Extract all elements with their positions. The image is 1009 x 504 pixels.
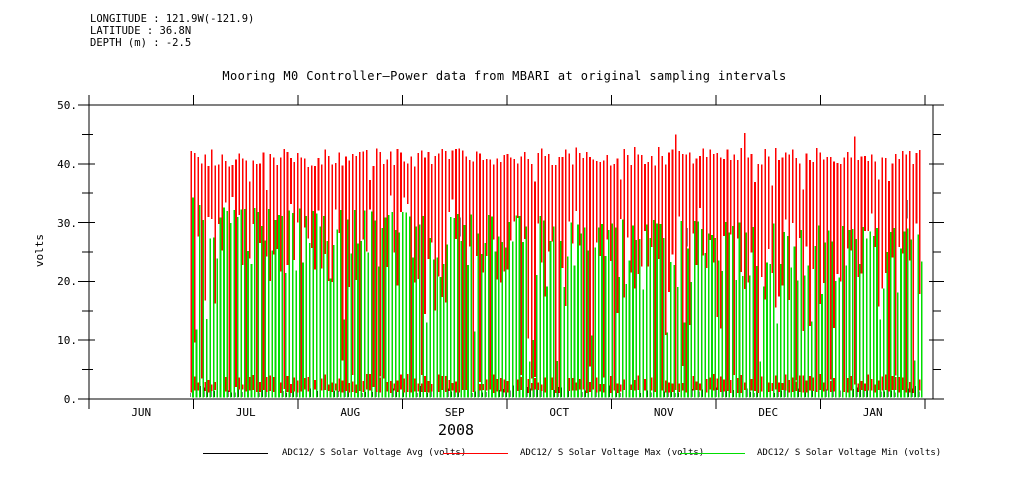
legend-line-min [680, 453, 745, 454]
y-tick-label: 0. [63, 393, 77, 406]
latitude-label: LATITUDE : 36.8N [90, 25, 192, 37]
axis-ticks [78, 95, 944, 409]
y-tick-label: 10. [57, 334, 77, 348]
x-tick-label-jan: JAN [862, 406, 883, 419]
longitude-label: LONGITUDE : 121.9W(-121.9) [90, 13, 255, 25]
legend-line-avg [203, 453, 268, 454]
series-min [192, 197, 923, 398]
x-tick-label-sep: SEP [444, 406, 465, 419]
x-tick-label-dec: DEC [758, 406, 779, 419]
y-tick-label: 50. [57, 99, 77, 112]
y-axis-title: volts [33, 234, 46, 268]
legend-label-min: ADC12/ S Solar Voltage Min (volts) [757, 448, 942, 458]
y-tick-label: 20. [57, 275, 77, 289]
year-label: 2008 [437, 421, 475, 439]
series-max [190, 133, 921, 394]
x-tick-label-jun: JUN [131, 406, 152, 419]
y-tick-label: 40. [57, 157, 77, 171]
legend-label-avg: ADC12/ S Solar Voltage Avg (volts) [282, 448, 467, 458]
y-tick-label: 30. [57, 216, 77, 230]
x-tick-label-aug: AUG [340, 406, 361, 419]
legend-label-max: ADC12/ S Solar Voltage Max (volts) [520, 448, 705, 458]
x-tick-label-oct: OCT [549, 406, 570, 419]
depth-label: DEPTH (m) : -2.5 [90, 37, 192, 49]
x-tick-label-jul: JUL [235, 406, 256, 419]
x-tick-label-nov: NOV [653, 406, 674, 419]
chart-title: Mooring M0 Controller–Power data from MB… [222, 69, 787, 83]
legend-line-max [443, 453, 508, 454]
